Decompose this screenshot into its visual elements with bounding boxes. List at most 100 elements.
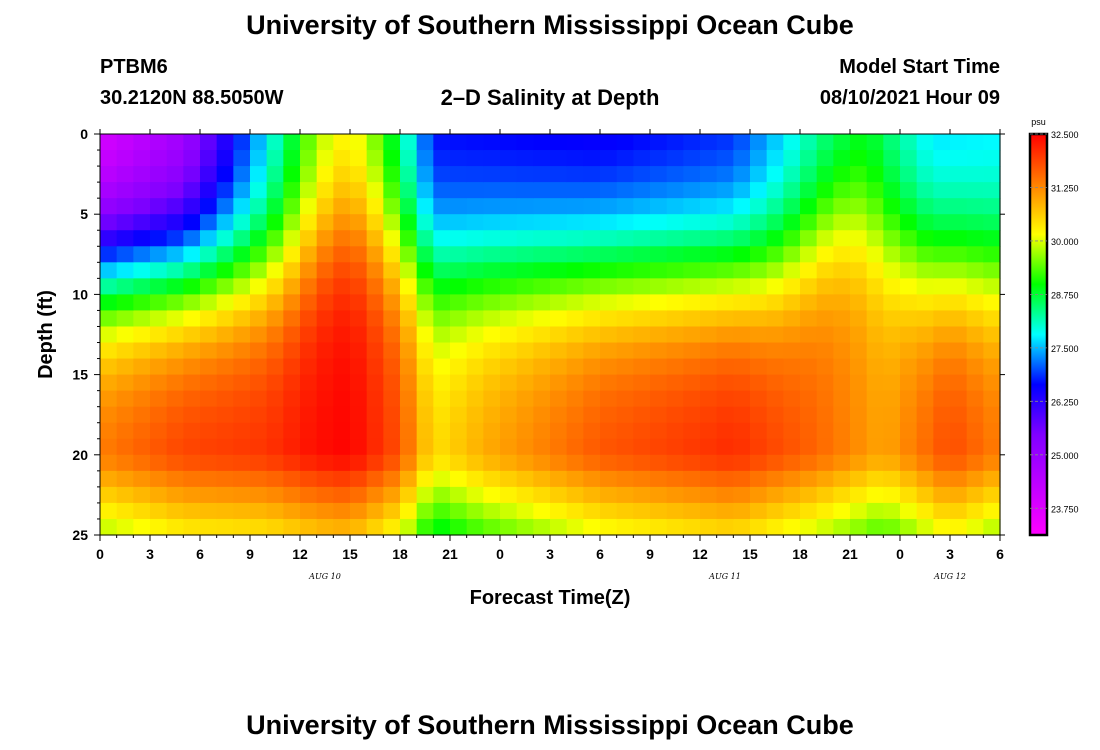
- heatmap-cell: [200, 150, 218, 167]
- heatmap-cell: [633, 406, 651, 424]
- colorbar-tick-label: 31.250: [1051, 183, 1079, 193]
- heatmap-cell: [366, 422, 384, 440]
- heatmap-cell: [550, 470, 568, 488]
- heatmap-cell: [666, 358, 684, 376]
- heatmap-cell: [600, 518, 618, 536]
- heatmap-cell: [883, 438, 901, 456]
- heatmap-cell: [850, 246, 868, 263]
- heatmap-cell: [183, 342, 201, 360]
- heatmap-cell: [350, 406, 368, 424]
- heatmap-cell: [766, 342, 784, 360]
- heatmap-cell: [783, 294, 801, 312]
- heatmap-cell: [400, 198, 418, 215]
- heatmap-cell: [416, 502, 434, 520]
- heatmap-cell: [500, 166, 518, 183]
- heatmap-cell: [800, 470, 818, 488]
- heatmap-cell: [333, 390, 351, 408]
- heatmap-cell: [133, 358, 151, 376]
- heatmap-cell: [183, 230, 201, 247]
- heatmap-cell: [300, 150, 318, 167]
- heatmap-cell: [116, 390, 134, 408]
- heatmap-cell: [983, 486, 1001, 504]
- heatmap-cell: [883, 518, 901, 536]
- heatmap-cell: [283, 422, 301, 440]
- heatmap-cell: [416, 294, 434, 312]
- model-start-value: 08/10/2021 Hour 09: [819, 87, 1000, 109]
- heatmap-cell: [400, 278, 418, 295]
- heatmap-cell: [500, 262, 518, 279]
- heatmap-cell: [333, 486, 351, 504]
- heatmap-cell: [683, 246, 701, 263]
- heatmap-cell: [150, 374, 168, 392]
- heatmap-cell: [416, 342, 434, 360]
- heatmap-cell: [233, 230, 251, 247]
- heatmap-cell: [266, 182, 284, 199]
- heatmap-cell: [633, 342, 651, 360]
- heatmap-cell: [216, 518, 234, 536]
- heatmap-cell: [416, 374, 434, 392]
- heatmap-cell: [433, 278, 451, 295]
- heatmap-cell: [100, 374, 118, 392]
- heatmap-cell: [483, 262, 501, 279]
- heatmap-cell: [500, 358, 518, 376]
- heatmap-cell: [966, 454, 984, 472]
- heatmap-cell: [650, 422, 668, 440]
- heatmap-cell: [783, 454, 801, 472]
- heatmap-cell: [800, 422, 818, 440]
- heatmap-cell: [800, 390, 818, 408]
- heatmap-cell: [650, 326, 668, 344]
- heatmap-cell: [100, 150, 118, 167]
- heatmap-cell: [433, 422, 451, 440]
- heatmap-cell: [850, 422, 868, 440]
- heatmap-cell: [483, 390, 501, 408]
- heatmap-cell: [666, 214, 684, 231]
- heatmap-cell: [900, 214, 918, 231]
- heatmap-cell: [600, 134, 618, 151]
- heatmap-cell: [833, 486, 851, 504]
- heatmap-cell: [900, 198, 918, 215]
- heatmap-cell: [983, 246, 1001, 263]
- heatmap-cell: [583, 406, 601, 424]
- heatmap-cell: [883, 502, 901, 520]
- heatmap-cell: [116, 294, 134, 312]
- heatmap-cell: [500, 518, 518, 536]
- heatmap-cell: [733, 326, 751, 344]
- heatmap-cell: [916, 246, 934, 263]
- heatmap-cell: [216, 246, 234, 263]
- heatmap-cell: [500, 214, 518, 231]
- heatmap-cell: [300, 454, 318, 472]
- heatmap-cell: [116, 470, 134, 488]
- heatmap-cell: [183, 326, 201, 344]
- heatmap-cell: [250, 294, 268, 312]
- heatmap-cell: [233, 150, 251, 167]
- heatmap-cell: [166, 374, 184, 392]
- heatmap-cell: [366, 230, 384, 247]
- heatmap-cell: [783, 278, 801, 295]
- heatmap-cell: [433, 310, 451, 328]
- heatmap-cell: [300, 134, 318, 151]
- heatmap-cell: [200, 390, 218, 408]
- heatmap-cell: [416, 470, 434, 488]
- heatmap-cell: [700, 310, 718, 328]
- heatmap-cell: [416, 198, 434, 215]
- heatmap-cell: [750, 374, 768, 392]
- heatmap-cell: [583, 358, 601, 376]
- heatmap-cell: [850, 454, 868, 472]
- heatmap-cell: [983, 406, 1001, 424]
- colorbar-tick-label: 23.750: [1051, 504, 1079, 514]
- heatmap-cell: [216, 470, 234, 488]
- heatmap-cell: [283, 326, 301, 344]
- heatmap-cell: [800, 454, 818, 472]
- heatmap-cell: [316, 310, 334, 328]
- y-axis-title: Depth (ft): [35, 290, 57, 379]
- heatmap-cell: [250, 246, 268, 263]
- heatmap-cell: [250, 374, 268, 392]
- heatmap-cell: [833, 438, 851, 456]
- heatmap-cell: [600, 470, 618, 488]
- heatmap-cell: [733, 406, 751, 424]
- heatmap-cell: [266, 246, 284, 263]
- heatmap-cell: [333, 246, 351, 263]
- heatmap-cell: [233, 438, 251, 456]
- heatmap-cell: [416, 390, 434, 408]
- heatmap-cell: [916, 438, 934, 456]
